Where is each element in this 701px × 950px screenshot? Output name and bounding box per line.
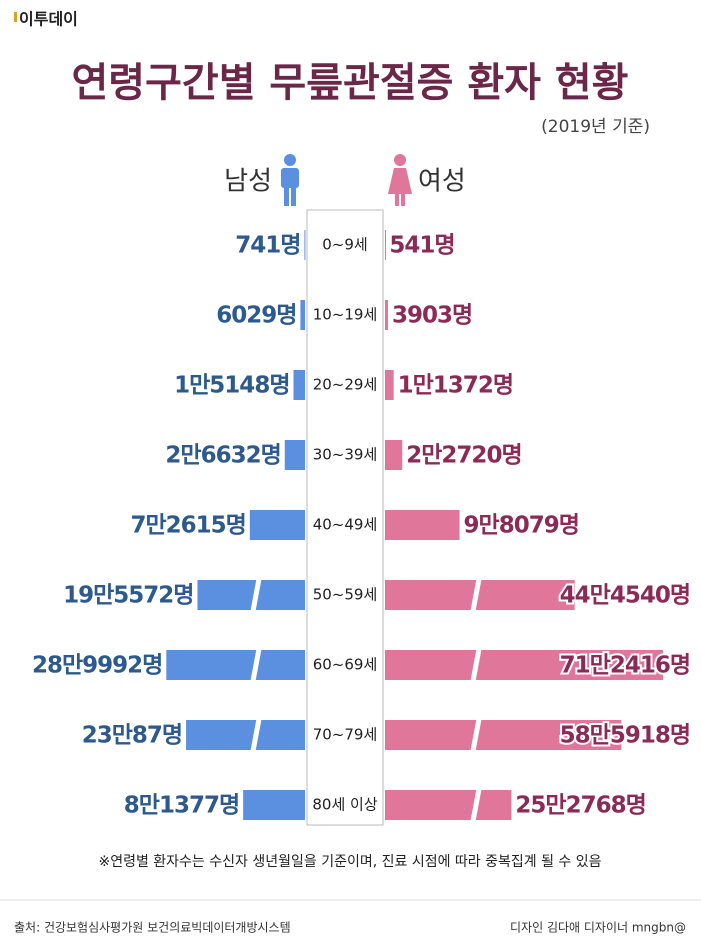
- bar: [304, 230, 306, 260]
- logo-mark: [14, 12, 17, 22]
- axis-break: [470, 788, 482, 822]
- value-label: 7만2615명: [130, 513, 245, 539]
- value-label: 3903명: [392, 303, 472, 329]
- category-label: 70~79세: [313, 726, 378, 744]
- value-label: 2만6632명: [165, 443, 280, 469]
- category-label: 80세 이상: [312, 796, 377, 814]
- axis-break: [470, 648, 482, 682]
- bar: [197, 580, 305, 610]
- chart-title: 연령구간별 무릎관절증 환자 현황: [72, 60, 629, 106]
- value-label: 541명: [389, 233, 454, 259]
- bar: [385, 650, 664, 680]
- value-label: 23만87명: [82, 723, 182, 749]
- bar: [284, 440, 305, 470]
- bar: [385, 790, 512, 820]
- axis-break: [470, 578, 482, 612]
- bar: [385, 300, 388, 330]
- value-label: 28만9992명: [32, 653, 162, 679]
- bar: [249, 510, 305, 540]
- category-label: 20~29세: [313, 376, 378, 394]
- axis-break: [250, 648, 262, 682]
- bar: [243, 790, 305, 820]
- bar: [385, 370, 394, 400]
- legend-label: 남성: [224, 167, 272, 197]
- logo: 이투데이: [19, 10, 78, 29]
- axis-break: [470, 718, 482, 752]
- chart-subtitle: (2019년 기준): [541, 117, 650, 137]
- value-label: 9만8079명: [464, 513, 579, 539]
- category-label: 40~49세: [313, 516, 378, 534]
- footnote: ※연령별 환자수는 수신자 생년월일을 기준이며, 진료 시점에 따라 중복집계…: [98, 854, 601, 870]
- bar: [293, 370, 305, 400]
- value-label: 25만2768명: [515, 793, 645, 819]
- category-label: 50~59세: [313, 586, 378, 604]
- bar: [300, 300, 305, 330]
- category-label: 60~69세: [313, 656, 378, 674]
- bar: [186, 720, 305, 750]
- bar: [166, 650, 305, 680]
- value-label: 1만5148명: [174, 373, 289, 399]
- value-label: 2만2720명: [406, 443, 521, 469]
- axis-break: [250, 718, 262, 752]
- value-label: 741명: [235, 233, 300, 259]
- bar: [385, 510, 460, 540]
- source: 출처: 건강보험심사평가원 보건의료빅데이터개방시스템: [14, 921, 291, 935]
- category-label: 0~9세: [322, 236, 367, 254]
- category-label: 30~39세: [313, 446, 378, 464]
- axis-break: [250, 578, 262, 612]
- legend-label: 여성: [418, 167, 466, 197]
- value-label: 1만1372명: [398, 373, 513, 399]
- credit: 디자인 김다애 디자이너 mngbn@: [510, 921, 686, 935]
- value-label: 19만5572명: [63, 583, 193, 609]
- value-label: 44만4540명: [560, 583, 690, 609]
- category-box: [306, 209, 384, 826]
- value-label: 58만5918명: [560, 723, 690, 749]
- male-icon: [281, 154, 299, 206]
- value-label: 71만2416명: [560, 653, 690, 679]
- value-label: 6029명: [216, 303, 296, 329]
- female-icon: [388, 154, 412, 206]
- bar: [385, 230, 386, 260]
- category-label: 10~19세: [313, 306, 378, 324]
- bar: [385, 440, 403, 470]
- value-label: 8만1377명: [124, 793, 239, 819]
- bar: [385, 720, 622, 750]
